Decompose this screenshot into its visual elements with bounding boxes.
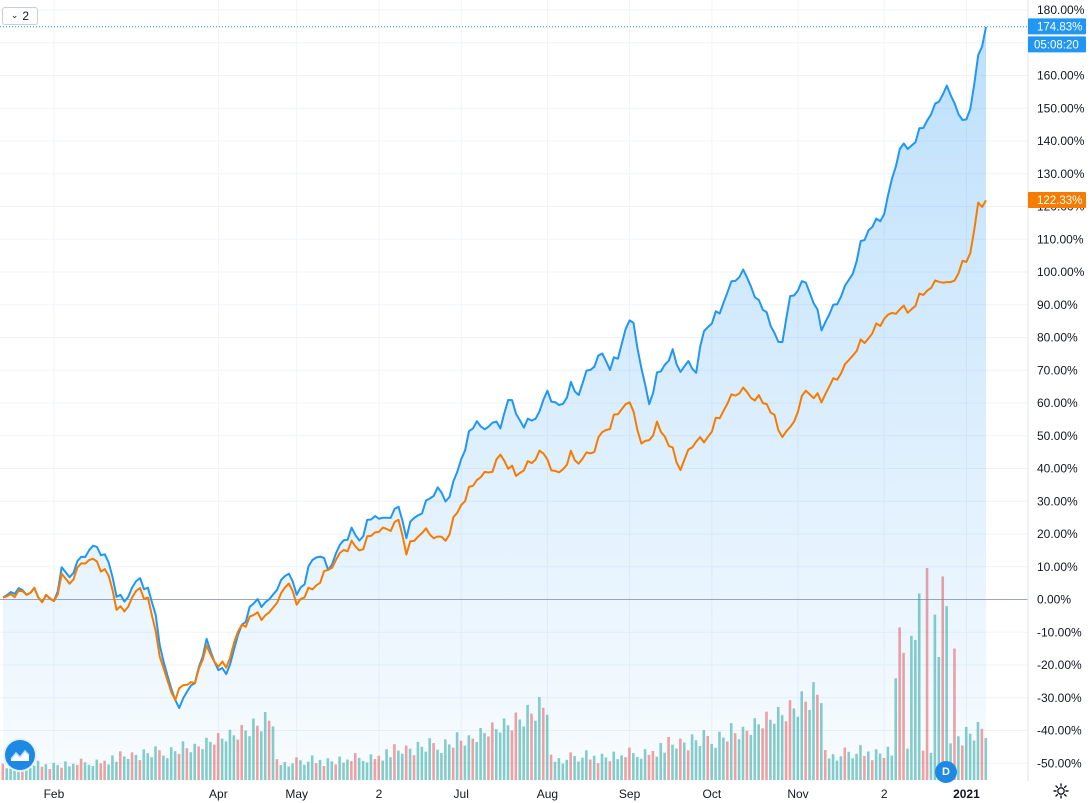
x-tick-label: 2 (881, 787, 888, 801)
x-axis[interactable]: Feb Apr May 2 Jul Aug Sep Oct Nov 2 2021 (44, 787, 981, 801)
last-value-flags: 174.83% 05:08:20 122.33% (1028, 18, 1086, 208)
y-tick-label: -50.00% (1037, 756, 1082, 770)
last-value-flag (1028, 18, 1086, 35)
x-tick-label: Sep (619, 787, 641, 801)
y-tick-label: -20.00% (1037, 658, 1082, 672)
y-tick-label: 130.00% (1037, 167, 1085, 181)
gear-icon[interactable] (1052, 782, 1070, 800)
x-tick-label: Nov (787, 787, 808, 801)
series-line-0 (2, 26, 987, 709)
series-area-fill (3, 26, 986, 782)
y-tick-label: 80.00% (1037, 331, 1078, 345)
x-tick-label: Feb (44, 787, 65, 801)
y-tick-label: 70.00% (1037, 363, 1078, 377)
countdown-flag (1028, 36, 1086, 53)
x-tick-label: 2021 (953, 787, 980, 801)
x-tick-label: Apr (209, 787, 228, 801)
y-tick-label: 40.00% (1037, 462, 1078, 476)
series-line-1 (2, 199, 987, 702)
x-tick-label: 2 (376, 787, 383, 801)
volume-bar (1, 763, 5, 780)
y-tick-label: 50.00% (1037, 429, 1078, 443)
last-value-flag (1028, 191, 1086, 208)
y-tick-label: 10.00% (1037, 560, 1078, 574)
y-tick-label: 140.00% (1037, 134, 1085, 148)
chevron-down-icon: ⌄ (10, 9, 19, 20)
y-tick-label: 30.00% (1037, 494, 1078, 508)
y-tick-label: 60.00% (1037, 396, 1078, 410)
x-tick-label: Aug (537, 787, 558, 801)
y-tick-label: 20.00% (1037, 527, 1078, 541)
series-collapse-toggle[interactable]: ⌄ 2 (2, 7, 38, 25)
y-tick-label: 150.00% (1037, 101, 1085, 115)
x-tick-label: Jul (454, 787, 469, 801)
series-lines (2, 26, 987, 709)
last-value-flag-text: 122.33% (1037, 195, 1082, 207)
x-tick-label: Oct (703, 787, 722, 801)
y-tick-label: -40.00% (1037, 724, 1082, 738)
y-tick-label: 0.00% (1037, 593, 1071, 607)
x-tick-label: May (285, 787, 308, 801)
y-tick-label: 160.00% (1037, 69, 1085, 83)
countdown-flag-text: 05:08:20 (1034, 39, 1079, 51)
series-area (0, 26, 1028, 782)
series-count: 2 (22, 9, 30, 23)
y-axis[interactable]: 180.00%170.00%160.00%150.00%140.00%130.0… (1037, 3, 1085, 770)
y-tick-label: 100.00% (1037, 265, 1085, 279)
y-tick-label: 90.00% (1037, 298, 1078, 312)
y-tick-label: 180.00% (1037, 3, 1085, 17)
y-tick-label: 110.00% (1037, 232, 1084, 246)
interval-badge[interactable]: D (935, 761, 957, 783)
last-value-flag-text: 174.83% (1037, 21, 1082, 33)
tradingview-logo-icon[interactable] (5, 740, 35, 770)
y-tick-label: -10.00% (1037, 625, 1082, 639)
y-tick-label: -30.00% (1037, 691, 1082, 705)
